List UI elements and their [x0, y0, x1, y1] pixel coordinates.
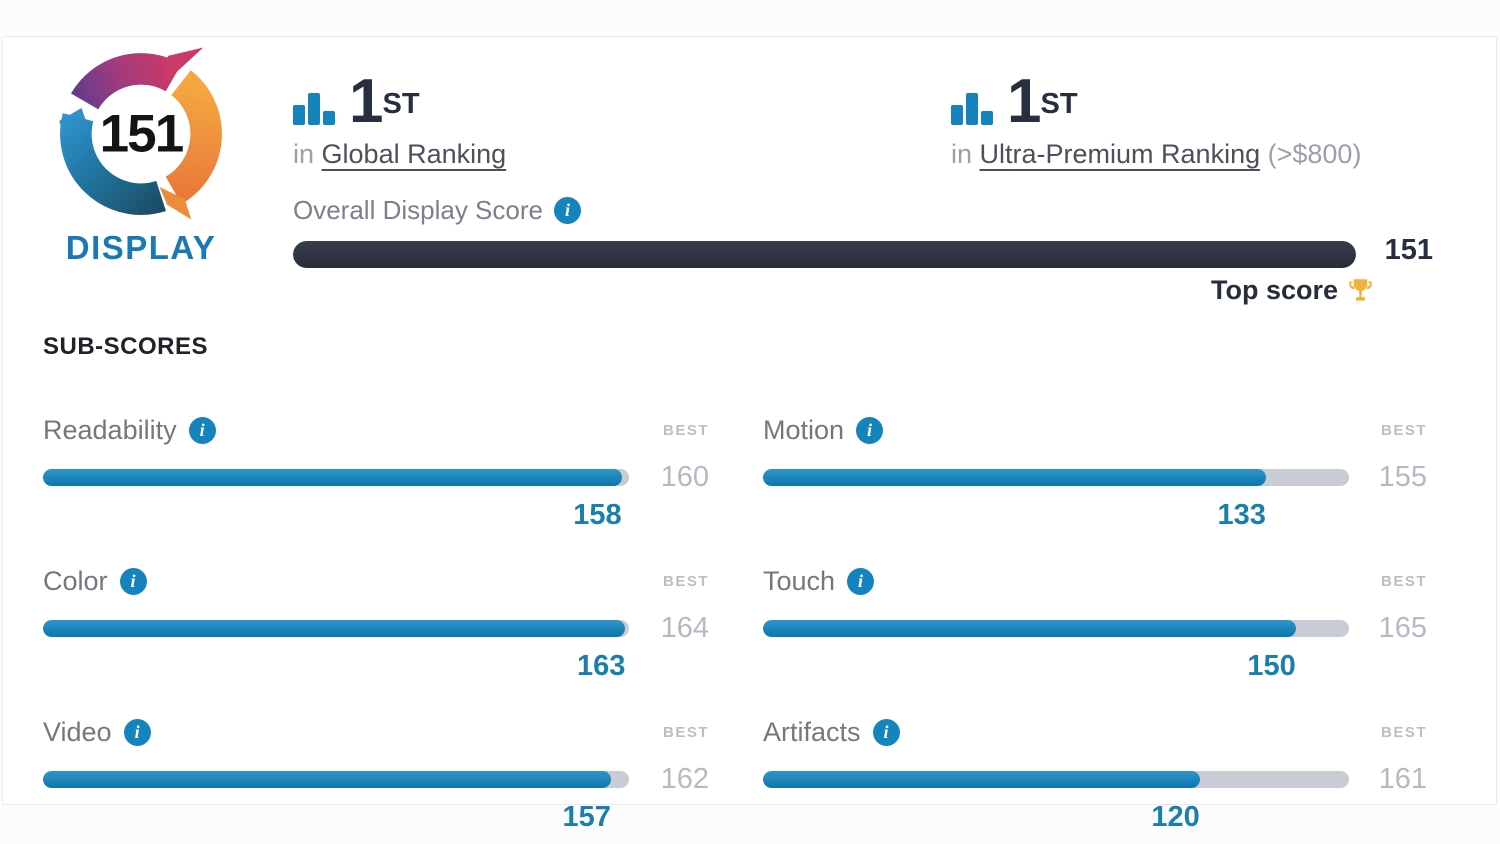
best-label: BEST [1380, 723, 1427, 741]
best-label: BEST [662, 572, 709, 590]
subscore-row-video: Video i BEST 162 157 [43, 717, 709, 834]
subscore-bar-fill [43, 469, 622, 486]
subscore-row-color: Color i BEST 164 163 [43, 566, 709, 683]
logo-score-text: 151 [100, 105, 183, 164]
subscore-bar-fill [763, 620, 1296, 637]
subscore-row-artifacts: Artifacts i BEST 161 120 [763, 717, 1427, 834]
top-score-badge: Top score [1211, 275, 1374, 306]
best-value: 155 [1378, 461, 1427, 493]
price-note: (>$800) [1267, 139, 1362, 169]
subscore-label: Video [43, 716, 112, 747]
subscore-row-motion: Motion i BEST 155 133 [763, 415, 1427, 532]
subscore-label: Touch [763, 565, 836, 596]
subscore-label: Readability [43, 414, 177, 445]
best-label: BEST [662, 421, 709, 439]
subscore-bar-track [43, 771, 629, 788]
subscore-value: 157 [562, 801, 611, 833]
overall-score-bar-track [293, 241, 1356, 268]
best-value: 165 [1378, 612, 1427, 644]
subscore-value: 158 [573, 499, 622, 531]
global-rank-position: 1ST [349, 67, 420, 136]
subscore-bar-fill [43, 620, 626, 637]
subscore-bar-fill [43, 771, 611, 788]
info-icon[interactable]: i [856, 416, 884, 444]
subscore-value: 150 [1247, 650, 1296, 682]
overall-score-value: 151 [1384, 234, 1433, 266]
subscores-heading: SUB-SCORES [43, 333, 209, 360]
subscore-bar-track [43, 469, 629, 486]
subscore-bar-track [763, 620, 1349, 637]
trophy-icon [1349, 279, 1372, 301]
top-score-label: Top score [1210, 275, 1338, 305]
overall-score-label-text: Overall Display Score [293, 195, 543, 225]
subscore-value: 120 [1151, 801, 1200, 833]
info-icon[interactable]: i [123, 718, 151, 746]
ultra-premium-rank-caption: in Ultra-Premium Ranking (>$800) [951, 139, 1361, 170]
subscores-grid: Readability i BEST 160 158 Motion i B [43, 415, 1427, 834]
display-logo-swirl-icon: 151 [59, 47, 222, 220]
subscore-value: 133 [1217, 499, 1266, 531]
best-value: 162 [660, 763, 709, 795]
display-score-logo: 151 DISPLAY [41, 37, 241, 267]
info-icon[interactable]: i [872, 718, 900, 746]
ultra-premium-ranking-link[interactable]: Ultra-Premium Ranking [979, 139, 1261, 169]
ultra-premium-rank-position: 1ST [1007, 67, 1078, 136]
best-value: 160 [660, 461, 709, 493]
info-icon[interactable]: i [119, 567, 147, 595]
subscore-label: Color [43, 565, 108, 596]
subscore-bar-track [763, 469, 1349, 486]
info-icon[interactable]: i [847, 567, 875, 595]
best-label: BEST [662, 723, 709, 741]
info-icon[interactable]: i [188, 416, 216, 444]
subscore-label: Motion [763, 414, 845, 445]
logo-display-label: DISPLAY [65, 229, 217, 266]
display-score-card: 151 DISPLAY 1ST in Global Ranking [2, 36, 1497, 833]
best-value: 164 [660, 612, 709, 644]
global-ranking-block: 1ST in Global Ranking [293, 65, 506, 170]
subscore-bar-fill [763, 469, 1266, 486]
bar-chart-icon [951, 93, 993, 125]
best-label: BEST [1380, 421, 1427, 439]
rank-prefix: in [951, 139, 973, 169]
info-icon[interactable]: i [553, 197, 581, 224]
best-value: 161 [1378, 763, 1427, 795]
overall-score-label: Overall Display Score i [293, 195, 581, 226]
ultra-premium-ranking-block: 1ST in Ultra-Premium Ranking (>$800) [951, 65, 1361, 170]
subscore-bar-track [763, 771, 1349, 788]
subscore-label: Artifacts [763, 716, 861, 747]
overall-score-bar-fill [293, 241, 1356, 268]
subscore-bar-track [43, 620, 629, 637]
subscore-row-touch: Touch i BEST 165 150 [763, 566, 1427, 683]
subscore-bar-fill [763, 771, 1200, 788]
bar-chart-icon [293, 93, 335, 125]
global-rank-caption: in Global Ranking [293, 139, 506, 170]
rank-prefix: in [293, 139, 315, 169]
global-ranking-link[interactable]: Global Ranking [321, 139, 507, 169]
subscore-value: 163 [577, 650, 626, 682]
subscore-row-readability: Readability i BEST 160 158 [43, 415, 709, 532]
best-label: BEST [1380, 572, 1427, 590]
